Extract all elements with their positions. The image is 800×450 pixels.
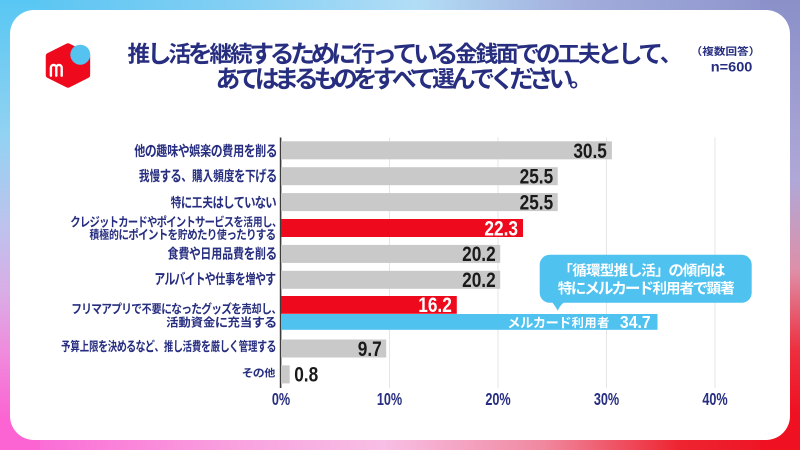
svg-text:0%: 0%: [272, 390, 291, 410]
svg-text:34.7: 34.7: [620, 312, 651, 332]
svg-text:20.2: 20.2: [462, 268, 496, 292]
svg-text:30%: 30%: [594, 390, 620, 410]
svg-text:30.5: 30.5: [573, 139, 607, 163]
svg-text:25.5: 25.5: [520, 165, 554, 189]
svg-text:40%: 40%: [702, 390, 728, 410]
svg-text:25.5: 25.5: [520, 191, 554, 215]
svg-text:20%: 20%: [485, 390, 511, 410]
svg-text:0.8: 0.8: [294, 363, 318, 387]
svg-text:10%: 10%: [377, 390, 403, 410]
svg-text:9.7: 9.7: [358, 337, 382, 361]
svg-text:20.2: 20.2: [462, 243, 496, 267]
svg-text:n=600: n=600: [711, 60, 753, 76]
svg-text:22.3: 22.3: [484, 217, 518, 241]
svg-text:16.2: 16.2: [418, 294, 452, 318]
